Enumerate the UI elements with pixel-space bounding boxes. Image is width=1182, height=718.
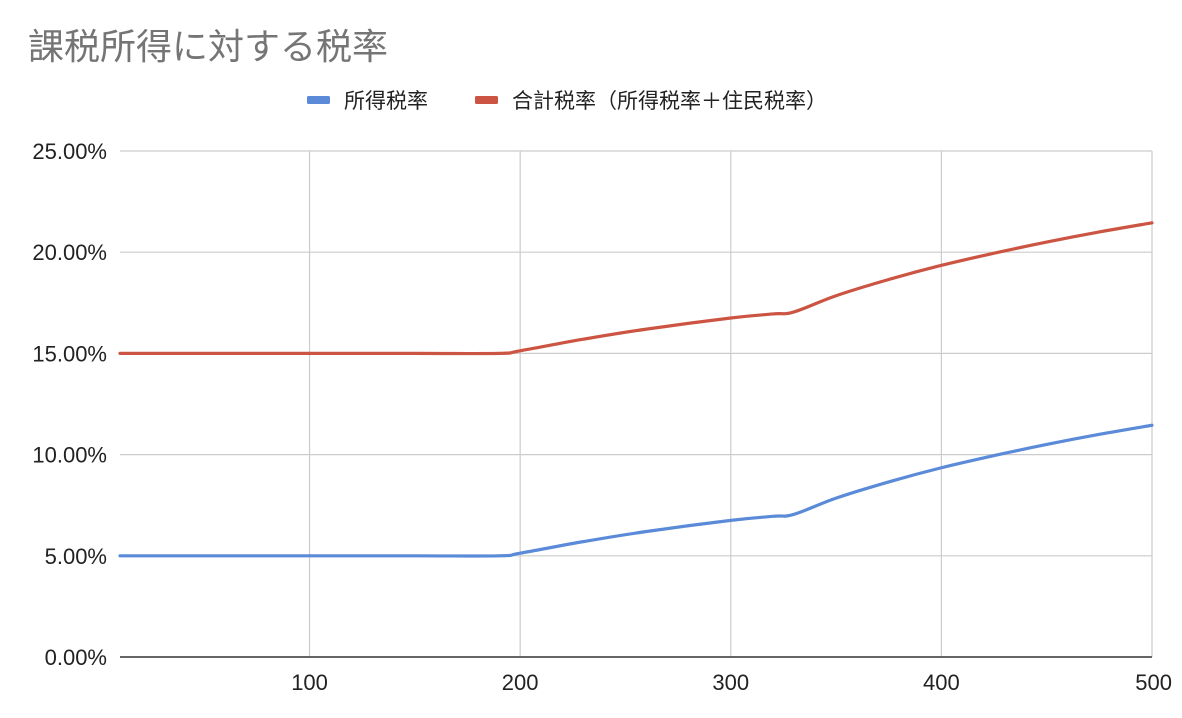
y-tick-label: 25.00% <box>32 139 107 164</box>
grid-lines <box>120 150 1153 657</box>
x-tick-label: 500 <box>1135 670 1172 695</box>
y-tick-label: 20.00% <box>32 240 107 265</box>
x-tick-label: 400 <box>923 670 960 695</box>
legend-swatch <box>475 96 498 104</box>
x-tick-label: 100 <box>291 670 328 695</box>
y-tick-label: 5.00% <box>45 544 107 569</box>
x-tick-label: 300 <box>712 670 749 695</box>
y-tick-label: 0.00% <box>45 645 107 670</box>
x-tick-label: 200 <box>502 670 539 695</box>
y-tick-label: 15.00% <box>32 341 107 366</box>
series-line-0 <box>118 423 1154 558</box>
legend-swatch <box>307 96 330 104</box>
series-lines <box>118 221 1154 558</box>
chart-title: 課税所得に対する税率 <box>28 27 389 68</box>
y-tick-label: 10.00% <box>32 443 107 468</box>
legend-label[interactable]: 所得税率 <box>344 89 428 113</box>
series-line-1 <box>118 221 1154 356</box>
legend[interactable]: 所得税率 合計税率（所得税率＋住民税率） <box>307 89 827 113</box>
tick-labels: 0.00% 5.00% 10.00% 15.00% 20.00% 25.00% 100 200… <box>32 139 1172 695</box>
legend-label[interactable]: 合計税率（所得税率＋住民税率） <box>512 89 827 113</box>
